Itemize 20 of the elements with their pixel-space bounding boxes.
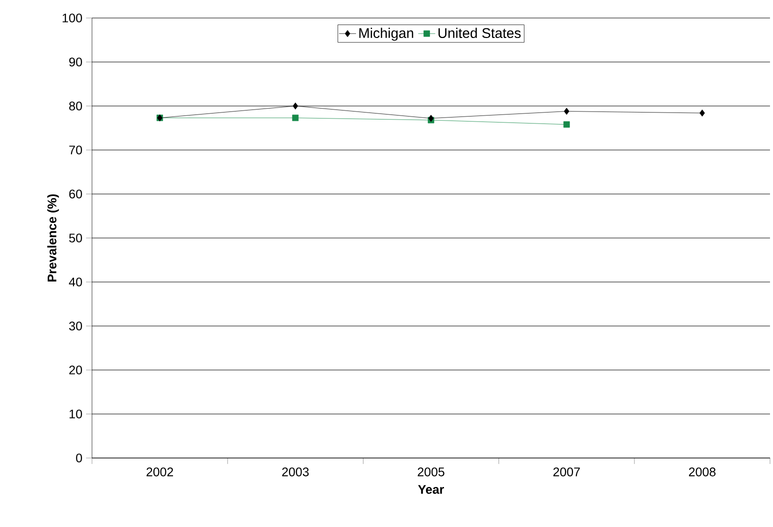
x-axis-title: Year bbox=[418, 485, 444, 494]
y-axis-title: Prevalence (%) bbox=[47, 194, 59, 282]
y-tick-label: 40 bbox=[68, 278, 82, 286]
y-tick-label: 20 bbox=[69, 366, 82, 374]
y-tick-label: 10 bbox=[70, 410, 82, 418]
y-tick-label: 70 bbox=[69, 146, 82, 154]
y-tick-label: 30 bbox=[69, 322, 82, 330]
legend-label: United States bbox=[438, 28, 521, 38]
x-tick-label: 2008 bbox=[688, 468, 716, 476]
x-tick-label: 2003 bbox=[282, 468, 309, 476]
x-tick-label: 2002 bbox=[146, 468, 174, 476]
x-tick-label: 2007 bbox=[553, 468, 580, 476]
y-tick-label: 0 bbox=[76, 454, 82, 462]
y-tick-label: 60 bbox=[69, 190, 82, 198]
y-tick-label: 100 bbox=[62, 14, 82, 22]
y-tick-label: 80 bbox=[69, 102, 82, 110]
y-tick-label: 50 bbox=[69, 234, 82, 242]
y-tick-label: 90 bbox=[69, 58, 82, 66]
legend-label: Michigan bbox=[359, 28, 414, 41]
x-tick-label: 2005 bbox=[418, 468, 444, 476]
